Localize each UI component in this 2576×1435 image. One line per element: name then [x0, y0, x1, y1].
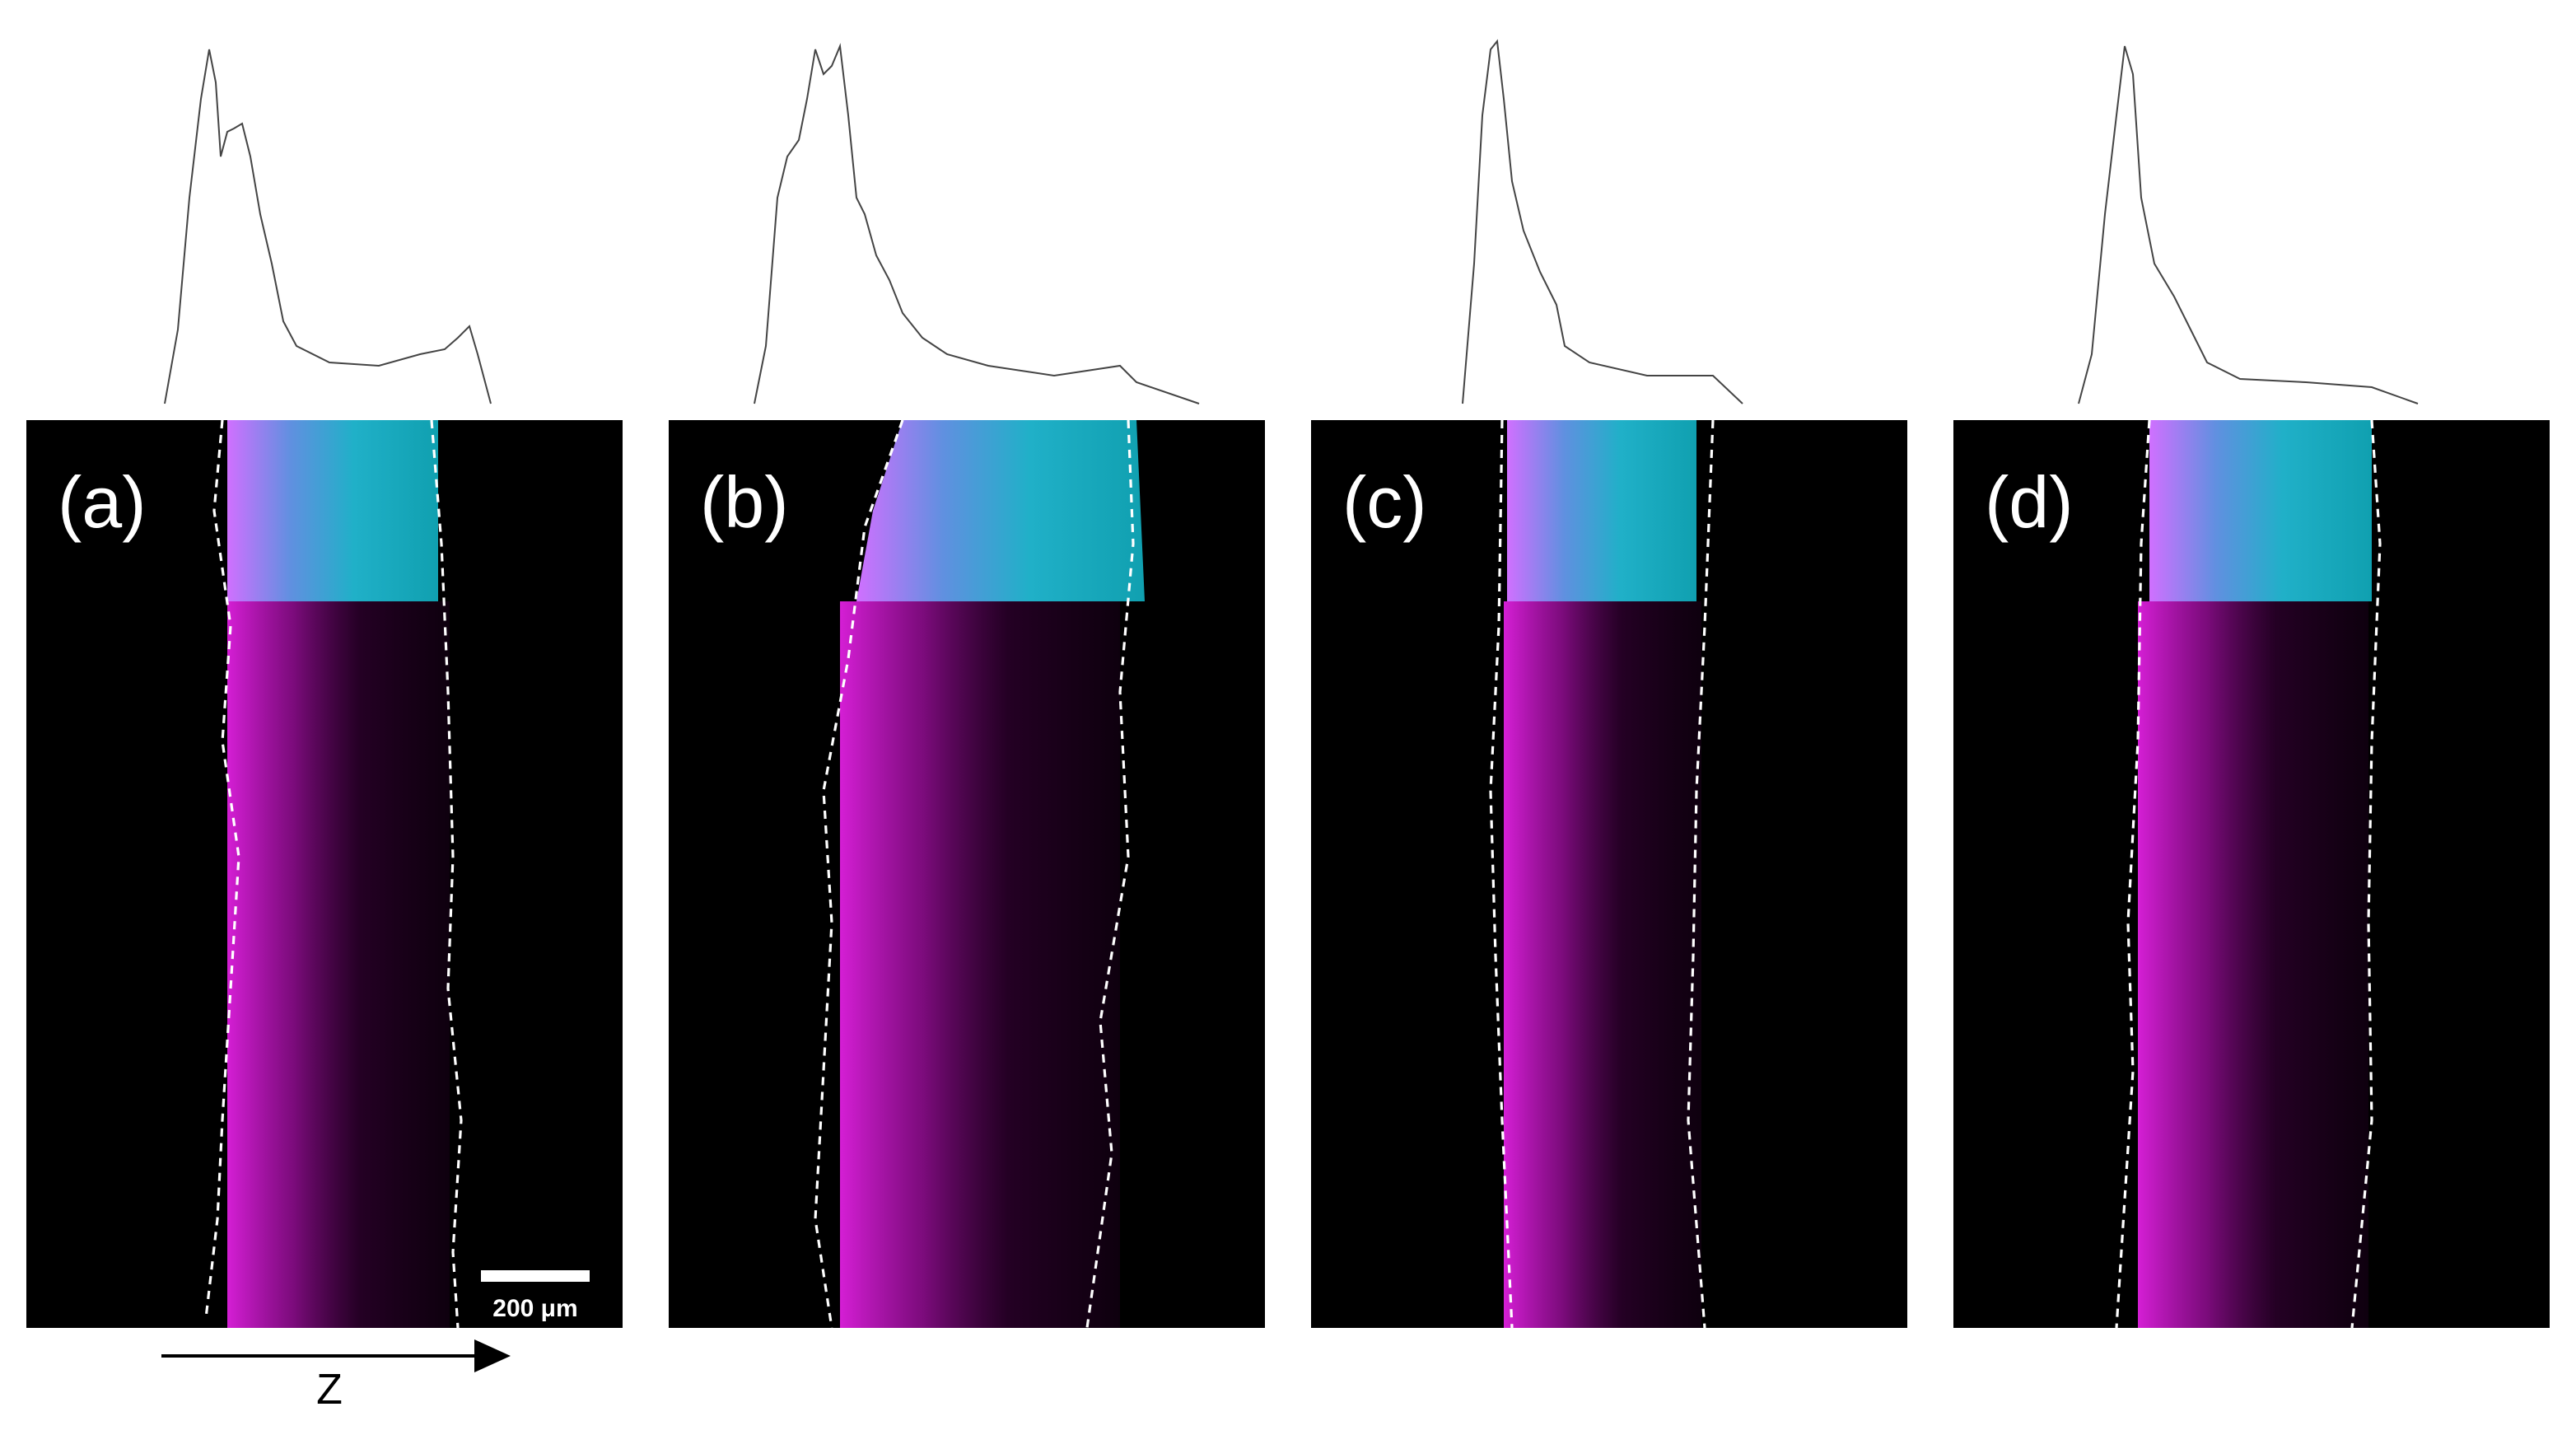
tissue-top: [2149, 420, 2372, 601]
panel-label: (c): [1342, 461, 1427, 543]
scale-bar: [481, 1270, 590, 1282]
profile: [164, 49, 492, 404]
outline: [204, 419, 463, 1329]
tissue: [2138, 601, 2368, 1328]
outline: [814, 419, 1135, 1329]
tissue-top: [1507, 420, 1696, 601]
profile: [754, 43, 1200, 404]
tissue-top: [856, 420, 1145, 601]
panel-label: (a): [58, 461, 147, 543]
panel-label: (d): [1985, 461, 2074, 543]
tissue: [840, 601, 1120, 1328]
tissue-top: [227, 420, 438, 601]
tissue: [1504, 601, 1701, 1328]
arrow-head: [474, 1339, 511, 1372]
scale-bar-label: 200 μm: [492, 1295, 577, 1322]
tissue: [227, 601, 450, 1328]
panel-label: (b): [700, 461, 789, 543]
axis-label: Z: [316, 1366, 343, 1414]
profile: [1462, 39, 1743, 404]
profile: [2078, 45, 2419, 404]
